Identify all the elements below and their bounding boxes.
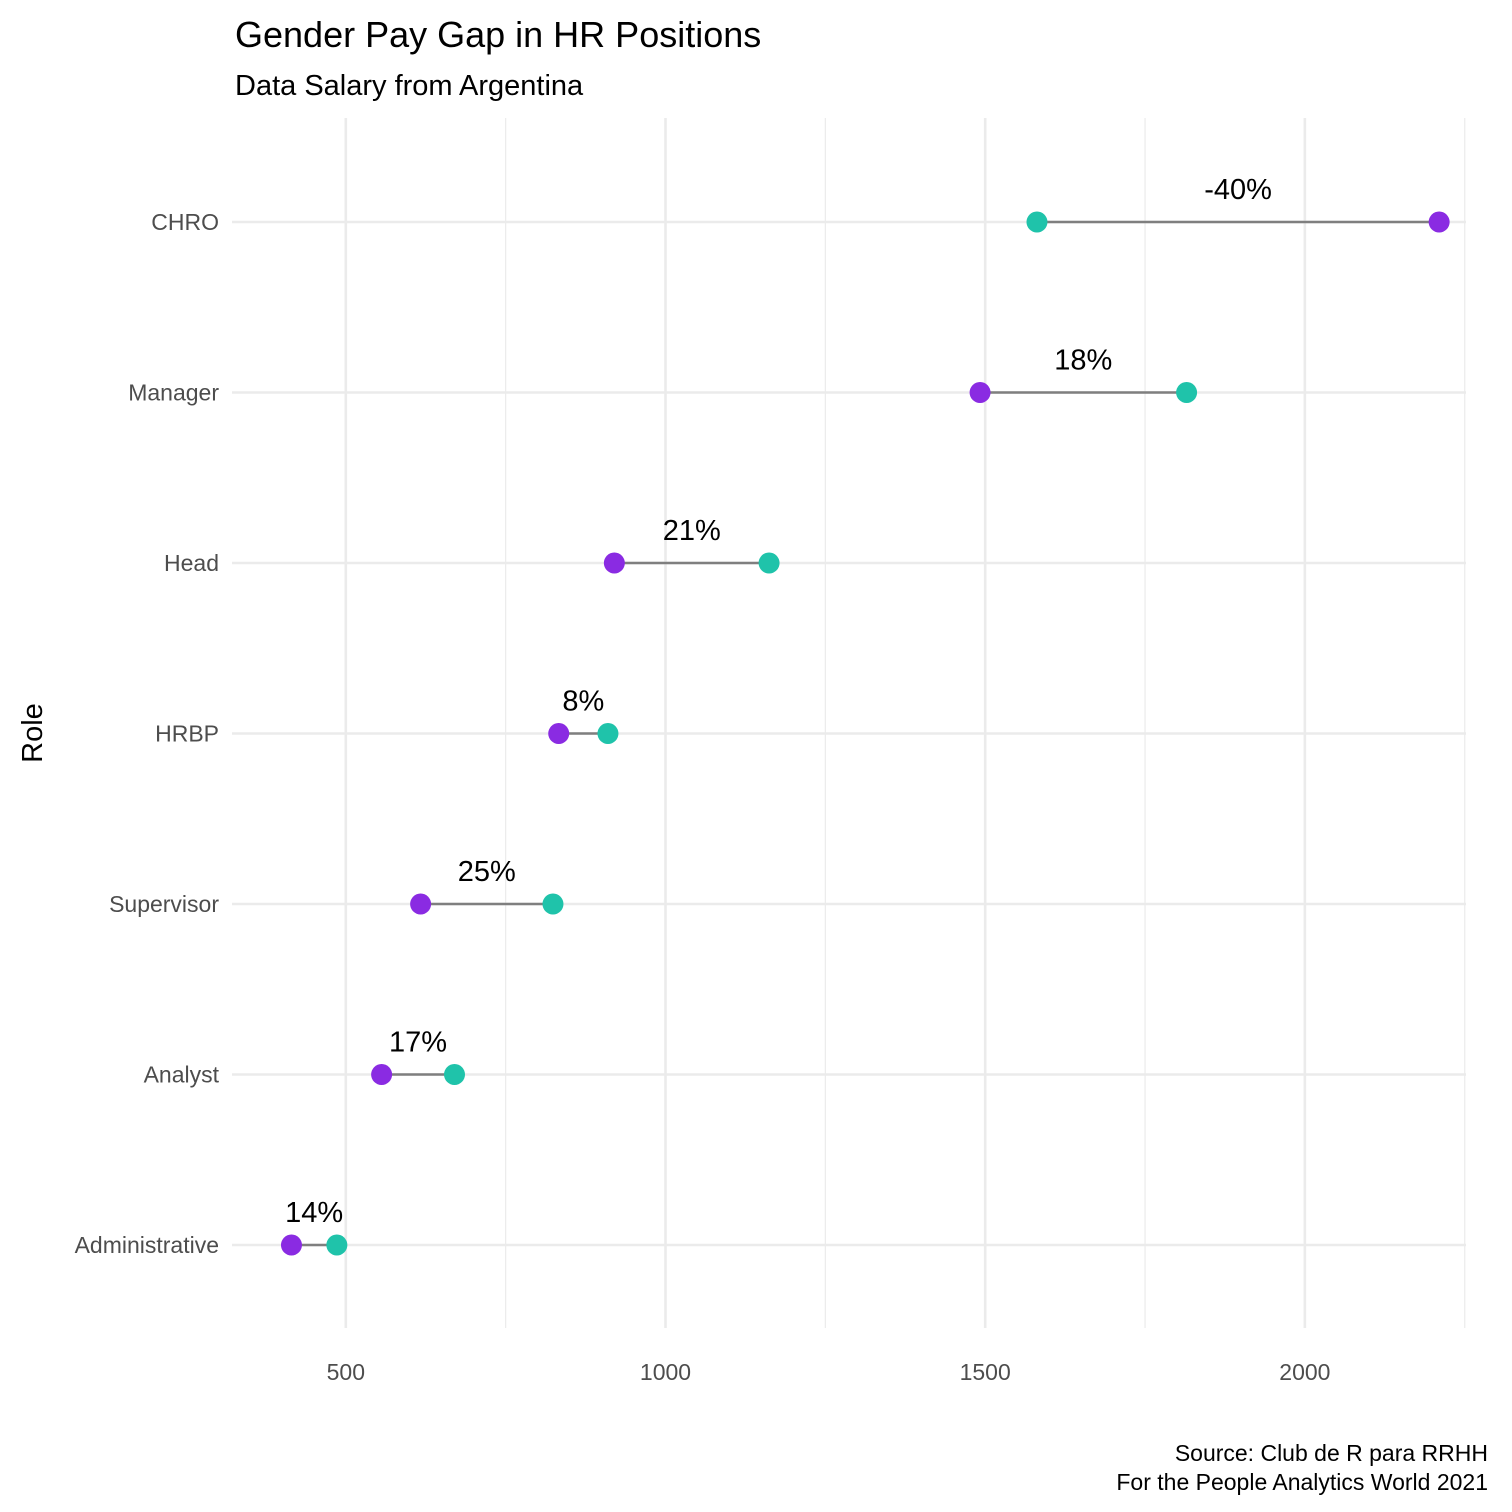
teal-point bbox=[597, 723, 619, 744]
purple-point bbox=[280, 1234, 302, 1256]
y-tick-label: Analyst bbox=[144, 1062, 220, 1088]
purple-point bbox=[371, 1064, 393, 1085]
chart-title: Gender Pay Gap in HR Positions bbox=[235, 14, 761, 55]
purple-point bbox=[603, 552, 625, 574]
gap-label: 18% bbox=[1054, 345, 1112, 377]
y-tick-label: Supervisor bbox=[109, 891, 219, 917]
teal-point bbox=[758, 552, 780, 574]
y-tick-label: Head bbox=[164, 550, 219, 576]
gap-label: 17% bbox=[389, 1027, 447, 1059]
caption-line-1: Source: Club de R para RRHH bbox=[1175, 1440, 1488, 1466]
teal-point bbox=[1026, 211, 1048, 233]
teal-point bbox=[1176, 382, 1198, 403]
purple-point bbox=[548, 723, 570, 744]
teal-point bbox=[326, 1234, 348, 1256]
purple-point bbox=[410, 893, 432, 915]
y-tick-label: HRBP bbox=[155, 721, 219, 747]
grid-lines bbox=[232, 118, 1466, 1328]
y-axis-title: Role bbox=[17, 703, 49, 763]
data-marks: -40% 18% 21% 8% 25% 17% 14% bbox=[280, 174, 1450, 1256]
purple-point bbox=[969, 382, 991, 403]
gap-label: 8% bbox=[562, 686, 604, 718]
gap-label: 21% bbox=[663, 515, 721, 547]
gap-label: 25% bbox=[458, 856, 516, 888]
teal-point bbox=[542, 893, 564, 915]
caption-line-2: For the People Analytics World 2021 bbox=[1116, 1469, 1488, 1495]
x-tick-label: 1000 bbox=[640, 1359, 691, 1385]
teal-point bbox=[444, 1064, 466, 1085]
y-tick-label: CHRO bbox=[151, 209, 219, 235]
chart-subtitle: Data Salary from Argentina bbox=[235, 70, 584, 102]
axis-labels: 500 1000 1500 2000 CHRO Manager Head HRBP Superv… bbox=[75, 209, 1331, 1385]
gap-label: 14% bbox=[285, 1197, 343, 1229]
x-tick-label: 1500 bbox=[960, 1359, 1011, 1385]
y-tick-label: Administrative bbox=[75, 1232, 219, 1258]
purple-point bbox=[1428, 211, 1450, 233]
gap-label: -40% bbox=[1204, 174, 1272, 206]
y-tick-label: Manager bbox=[128, 380, 219, 406]
x-tick-label: 500 bbox=[327, 1359, 365, 1385]
x-tick-label: 2000 bbox=[1279, 1359, 1330, 1385]
